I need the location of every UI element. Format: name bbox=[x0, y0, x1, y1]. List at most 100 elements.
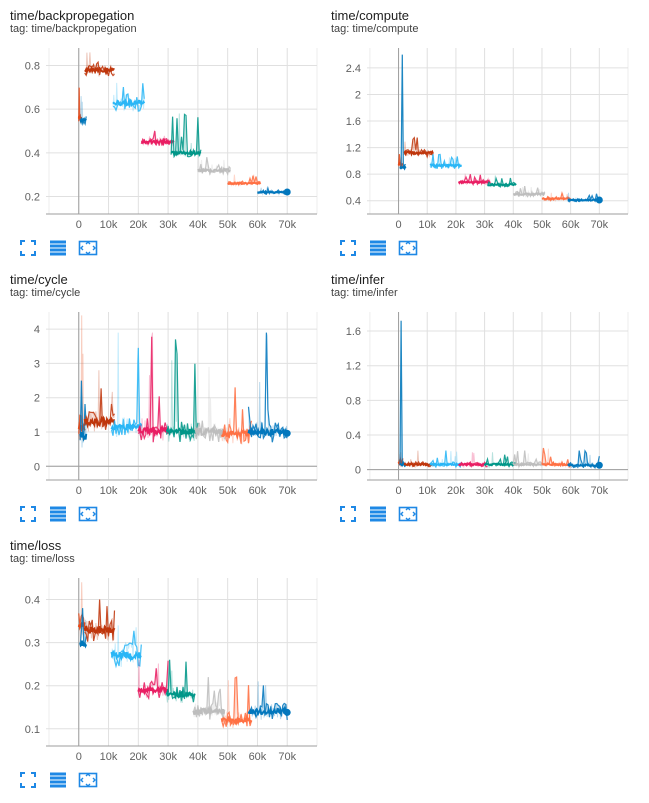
chart-toolbar bbox=[18, 238, 108, 258]
x-tick-label: 30k bbox=[159, 219, 177, 231]
chart-loss[interactable]: 0 10k 20k 30k 40k 50k 60k 70k 0.1 0.2 0.3 0.4 bbox=[10, 574, 325, 766]
series-trend bbox=[429, 162, 462, 169]
series-trend bbox=[137, 424, 170, 437]
chart-toolbar bbox=[338, 238, 428, 258]
series-trend bbox=[171, 148, 202, 158]
series-trend bbox=[79, 431, 88, 442]
card-tag: tag: time/compute bbox=[331, 23, 419, 35]
y-tick-label: 0.4 bbox=[25, 595, 40, 607]
series-end-point bbox=[283, 429, 291, 437]
series-line bbox=[84, 52, 115, 77]
y-tick-label: 0.6 bbox=[25, 104, 40, 116]
chart-backpropegation[interactable]: 0 10k 20k 30k 40k 50k 60k 70k 0.2 0.4 0.6 0.8 bbox=[10, 44, 325, 234]
fit-domain-button[interactable] bbox=[398, 238, 418, 258]
toggle-log-button[interactable] bbox=[48, 770, 68, 790]
fit-domain-button[interactable] bbox=[398, 504, 418, 524]
series-line bbox=[541, 191, 571, 203]
x-tick-label: 10k bbox=[100, 751, 118, 763]
fullscreen-button[interactable] bbox=[18, 504, 38, 524]
fit-domain-icon bbox=[78, 772, 98, 788]
x-tick-label: 40k bbox=[504, 219, 522, 231]
card-title: time/compute bbox=[331, 8, 410, 23]
series-trend bbox=[165, 688, 196, 699]
series-line bbox=[140, 129, 175, 148]
x-tick-label: 50k bbox=[219, 485, 237, 497]
fullscreen-button[interactable] bbox=[18, 770, 38, 790]
fit-domain-button[interactable] bbox=[78, 504, 98, 524]
x-tick-label: 60k bbox=[249, 485, 267, 497]
x-tick-label: 10k bbox=[418, 485, 436, 497]
series-trend bbox=[165, 425, 199, 437]
series-trend bbox=[399, 164, 407, 171]
y-tick-label: 0.1 bbox=[25, 724, 40, 736]
x-tick-label: 20k bbox=[129, 219, 147, 231]
x-tick-label: 70k bbox=[278, 751, 296, 763]
x-tick-label: 20k bbox=[129, 751, 147, 763]
series-line bbox=[513, 186, 546, 198]
series-trend bbox=[79, 117, 87, 125]
card-compute: time/compute tag: time/compute bbox=[331, 8, 418, 36]
series-trend bbox=[227, 181, 262, 186]
y-tick-label: 0.8 bbox=[346, 395, 361, 407]
y-tick-label: 1.2 bbox=[346, 361, 361, 373]
chart-cycle[interactable]: 0 10k 20k 30k 40k 50k 60k 70k 0 1 2 3 4 bbox=[10, 308, 325, 500]
card-title: time/loss bbox=[10, 538, 62, 553]
x-tick-label: 10k bbox=[100, 219, 118, 231]
fullscreen-button[interactable] bbox=[338, 238, 358, 258]
series-line bbox=[567, 192, 603, 204]
series-trend bbox=[257, 189, 288, 195]
fullscreen-button[interactable] bbox=[338, 504, 358, 524]
toggle-log-button[interactable] bbox=[368, 238, 388, 258]
x-tick-label: 70k bbox=[278, 485, 296, 497]
x-tick-label: 50k bbox=[533, 219, 551, 231]
series-line bbox=[399, 54, 407, 171]
x-tick-label: 0 bbox=[76, 751, 82, 763]
series-line bbox=[247, 681, 291, 720]
series-end-point bbox=[595, 461, 603, 469]
x-tick-label: 30k bbox=[476, 485, 494, 497]
fullscreen-button[interactable] bbox=[18, 238, 38, 258]
series-trend bbox=[458, 462, 489, 468]
series-smoothed bbox=[110, 630, 142, 669]
series-smoothed bbox=[79, 608, 87, 647]
fit-domain-icon bbox=[398, 506, 418, 522]
toggle-log-icon bbox=[50, 506, 66, 522]
y-tick-label: 0.4 bbox=[346, 196, 361, 208]
toggle-log-button[interactable] bbox=[48, 238, 68, 258]
chart-compute[interactable]: 0 10k 20k 30k 40k 50k 60k 70k 0.4 0.8 1.2 1.6 2 2.4 bbox=[331, 44, 636, 234]
x-tick-label: 60k bbox=[562, 485, 580, 497]
toggle-log-icon bbox=[370, 240, 386, 256]
x-tick-label: 40k bbox=[189, 485, 207, 497]
fit-domain-button[interactable] bbox=[78, 238, 98, 258]
x-tick-label: 40k bbox=[504, 485, 522, 497]
toggle-log-button[interactable] bbox=[48, 504, 68, 524]
fit-domain-icon bbox=[78, 240, 98, 256]
series-line bbox=[137, 332, 170, 443]
x-tick-label: 0 bbox=[395, 219, 401, 231]
x-tick-label: 50k bbox=[219, 751, 237, 763]
series-line bbox=[399, 320, 407, 468]
series-line bbox=[192, 677, 226, 720]
chart-toolbar bbox=[338, 504, 428, 524]
series-line bbox=[110, 625, 142, 669]
series-line bbox=[486, 175, 517, 188]
toggle-log-button[interactable] bbox=[368, 504, 388, 524]
series-line bbox=[79, 96, 87, 127]
card-tag: tag: time/infer bbox=[331, 287, 398, 299]
series-line bbox=[79, 608, 88, 649]
chart-infer[interactable]: 0 10k 20k 30k 40k 50k 60k 70k 0 0.4 0.8 1.2 1.6 bbox=[331, 308, 636, 500]
x-tick-label: 70k bbox=[590, 485, 608, 497]
fit-domain-button[interactable] bbox=[78, 770, 98, 790]
y-tick-label: 0.8 bbox=[25, 60, 40, 72]
y-tick-label: 1.6 bbox=[346, 326, 361, 338]
card-infer: time/infer tag: time/infer bbox=[331, 272, 398, 300]
series-trend bbox=[83, 415, 116, 429]
y-tick-label: 0.4 bbox=[25, 148, 40, 160]
series-line bbox=[429, 450, 463, 469]
fit-domain-icon bbox=[398, 240, 418, 256]
series-line bbox=[429, 153, 462, 170]
y-tick-label: 0.4 bbox=[346, 430, 361, 442]
series-line bbox=[197, 157, 232, 176]
series-line bbox=[257, 185, 291, 197]
x-tick-label: 0 bbox=[76, 485, 82, 497]
